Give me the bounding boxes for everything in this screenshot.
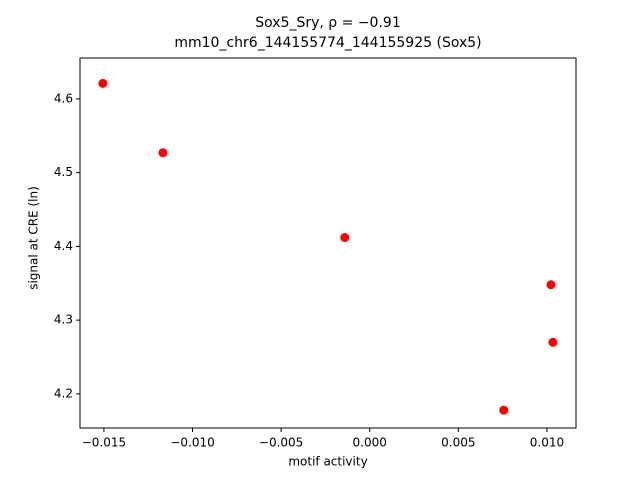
y-tick-label: 4.5 <box>54 165 73 179</box>
point <box>158 148 168 158</box>
x-tick-label: −0.005 <box>259 436 303 450</box>
x-tick-label: −0.010 <box>170 436 214 450</box>
point <box>340 233 350 243</box>
x-tick-label: 0.010 <box>530 436 564 450</box>
point <box>548 337 558 347</box>
plot-frame <box>79 57 577 429</box>
x-tick-label: 0.005 <box>441 436 475 450</box>
chart-title: Sox5_Sry, ρ = −0.91 <box>255 15 400 31</box>
x-axis-label: motif activity <box>288 455 367 469</box>
point <box>499 405 509 415</box>
x-tick-label: 0.000 <box>353 436 387 450</box>
x-tick-label: −0.015 <box>82 436 126 450</box>
chart-subtitle: mm10_chr6_144155774_144155925 (Sox5) <box>174 35 481 51</box>
point <box>98 78 108 88</box>
y-tick-label: 4.3 <box>54 313 73 327</box>
point <box>546 280 556 290</box>
y-tick-label: 4.4 <box>54 239 73 253</box>
y-tick-label: 4.6 <box>54 91 73 105</box>
y-tick-label: 4.2 <box>54 386 73 400</box>
y-axis-label: signal at CRE (ln) <box>27 186 41 290</box>
